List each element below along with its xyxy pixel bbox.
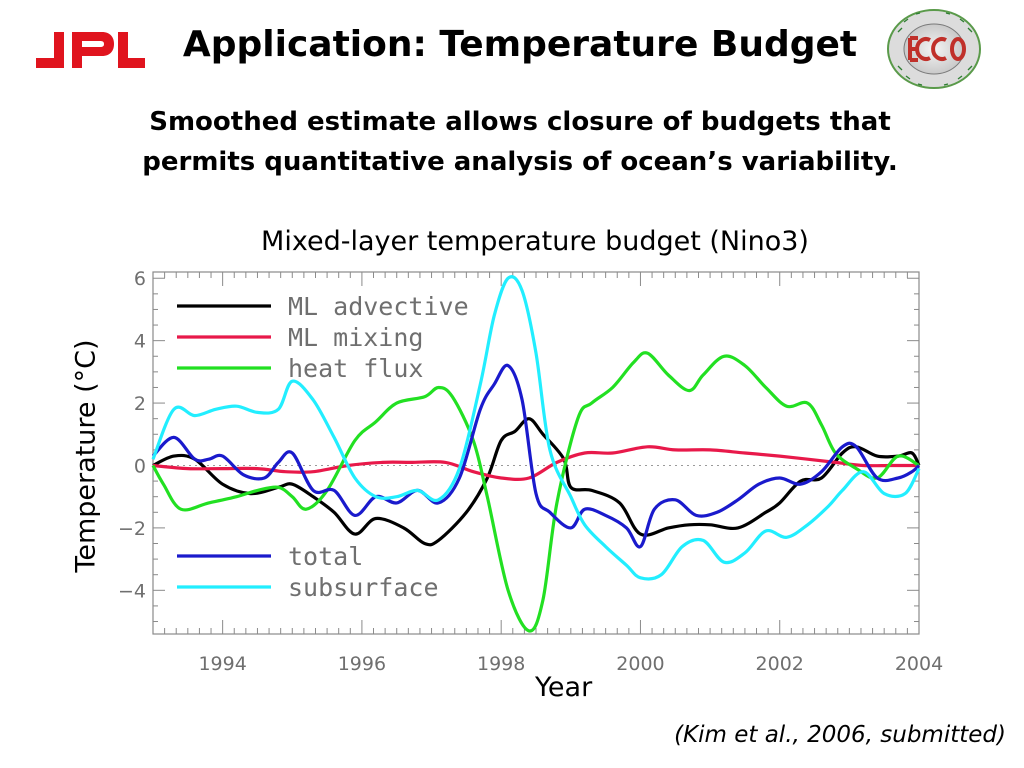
y-tick-label: 4 xyxy=(134,331,146,353)
page-title: Application: Temperature Budget xyxy=(182,24,858,65)
legend-label-ml-advective: ML advective xyxy=(288,292,469,321)
x-tick-label: 1996 xyxy=(338,653,386,675)
y-tick-label: −2 xyxy=(118,518,146,540)
y-tick-label: −4 xyxy=(118,580,146,602)
subtitle-line-1: Smoothed estimate allows closure of budg… xyxy=(149,107,891,137)
chart-title: Mixed-layer temperature budget (Nino3) xyxy=(261,226,809,257)
x-axis-label: Year xyxy=(535,672,593,703)
series-line-ml-advective xyxy=(152,417,921,547)
series-line-total xyxy=(151,363,921,549)
jpl-logo xyxy=(36,32,145,68)
plot-frame xyxy=(152,271,920,635)
citation: (Kim et al., 2006, submitted) xyxy=(674,722,1006,748)
subtitle-line-2: permits quantitative analysis of ocean’s… xyxy=(142,147,898,177)
legend-label-total: total xyxy=(288,542,363,571)
legend-label-subsurface: subsurface xyxy=(288,573,439,602)
series-line-subsurface xyxy=(151,275,921,581)
y-tick-label: 0 xyxy=(134,455,146,477)
series-line-heat-flux xyxy=(151,351,920,633)
series-line-ml-mixing xyxy=(152,445,919,482)
legend-label-heat-flux: heat flux xyxy=(288,354,423,383)
legend-label-ml-mixing: ML mixing xyxy=(288,323,423,352)
y-tick-label: 2 xyxy=(134,393,146,415)
x-tick-label: 2004 xyxy=(895,653,943,675)
y-tick-label: 6 xyxy=(134,268,146,290)
x-tick-label: 2000 xyxy=(616,653,664,675)
x-tick-label: 1994 xyxy=(198,653,246,675)
subtitle: Smoothed estimate allows closure of budg… xyxy=(60,102,980,182)
ecco-seal-logo xyxy=(887,9,981,89)
x-tick-label: 1998 xyxy=(477,653,525,675)
x-tick-label: 2002 xyxy=(756,653,804,675)
